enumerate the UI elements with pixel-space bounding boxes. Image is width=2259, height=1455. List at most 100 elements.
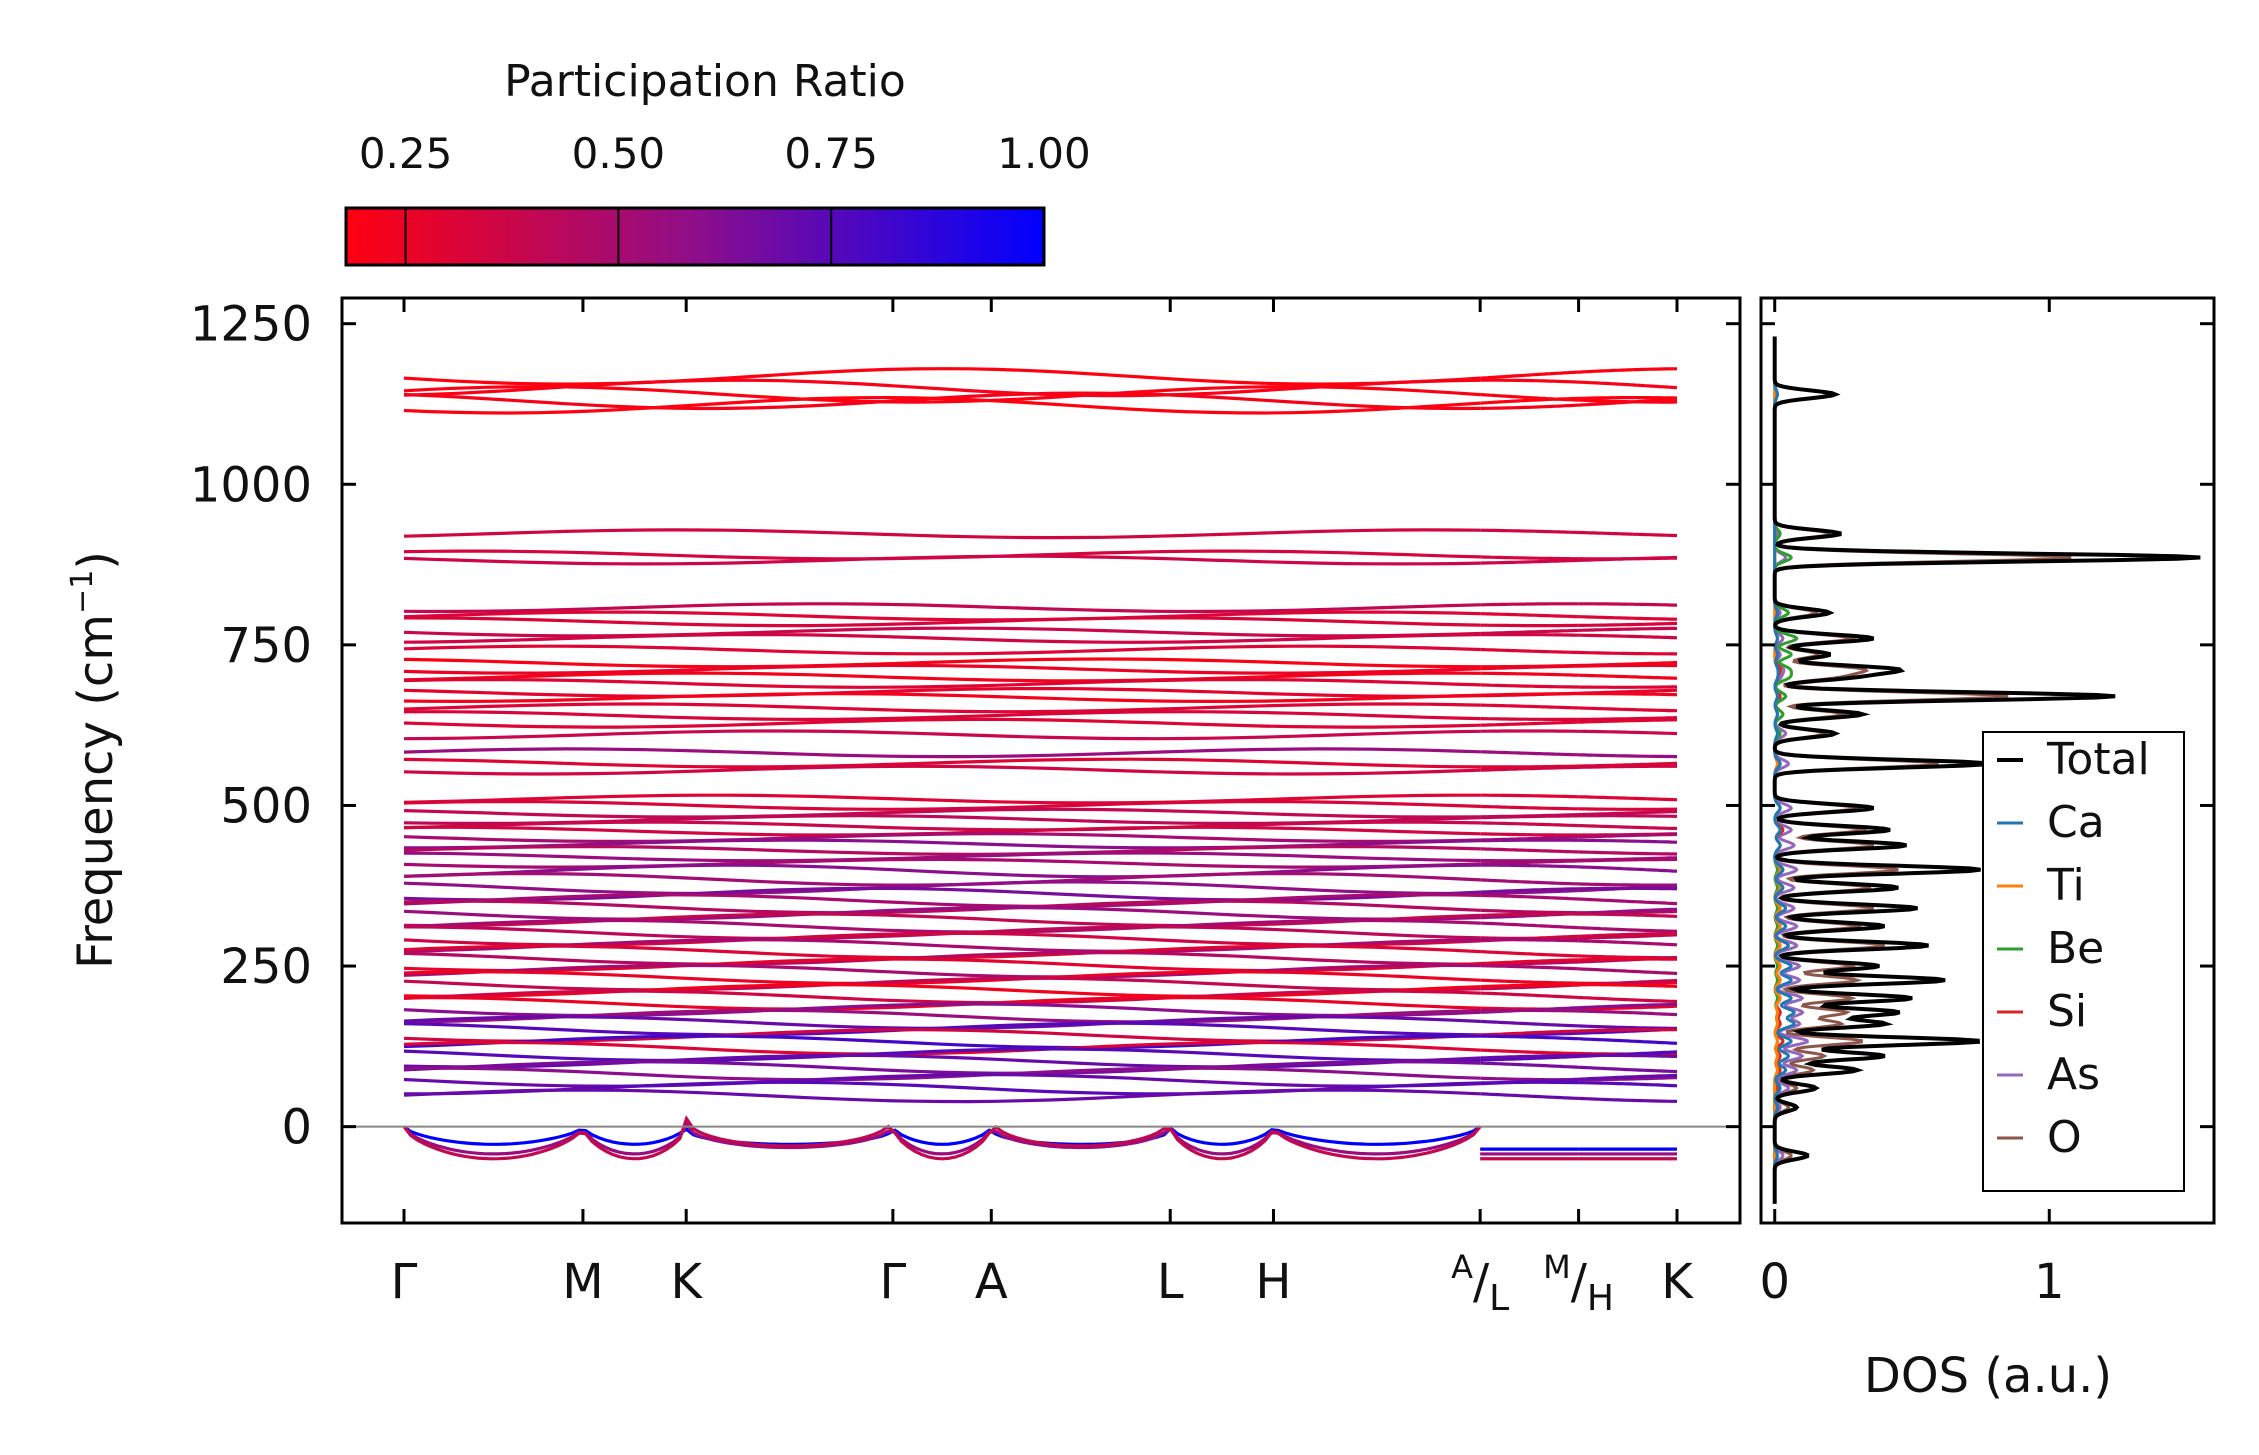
band-line bbox=[403, 395, 1481, 415]
band-line bbox=[1480, 878, 1579, 886]
dos-y-ticks bbox=[1761, 322, 2214, 1129]
band-line bbox=[1578, 838, 1677, 844]
band-line bbox=[1578, 882, 1678, 887]
band-line bbox=[1480, 887, 1579, 894]
band-line bbox=[1480, 1053, 1579, 1060]
y-axis-title-exponent: −1 bbox=[65, 570, 100, 614]
band-line bbox=[1578, 380, 1678, 390]
band-line bbox=[403, 678, 1481, 689]
band-line bbox=[1578, 716, 1677, 721]
band-line bbox=[1480, 765, 1579, 772]
band-line bbox=[1480, 750, 1579, 757]
band-line bbox=[403, 863, 1481, 879]
band-line bbox=[1480, 921, 1579, 930]
band-line bbox=[403, 602, 1481, 614]
band-line bbox=[1578, 673, 1678, 680]
band-line bbox=[1480, 983, 1579, 989]
band-line bbox=[1480, 1029, 1579, 1037]
band-line bbox=[1480, 633, 1579, 637]
band-line bbox=[1578, 824, 1678, 831]
band-line bbox=[1480, 403, 1579, 410]
x-tick-label: Γ bbox=[879, 1254, 906, 1310]
band-line bbox=[403, 747, 1481, 759]
band-line bbox=[1480, 938, 1579, 943]
band-x-ticks: Γ M K Γ A L H A/L M/H K bbox=[391, 298, 1694, 1319]
band-line bbox=[403, 610, 1481, 622]
band-line bbox=[1480, 720, 1579, 727]
x-tick-label: A/L bbox=[1451, 1248, 1509, 1319]
x-tick-label: K bbox=[1661, 1254, 1694, 1310]
y-axis-title-base: Frequency (cm bbox=[68, 614, 124, 969]
band-line bbox=[1480, 804, 1579, 811]
legend-label: Be bbox=[2047, 923, 2104, 974]
band-line bbox=[1578, 1004, 1678, 1011]
colorbar-tick-label: 0.25 bbox=[359, 129, 453, 178]
colorbar-tick-label: 0.50 bbox=[572, 129, 666, 178]
band-line bbox=[1480, 692, 1579, 697]
band-line bbox=[1480, 978, 1579, 985]
band-line bbox=[403, 1066, 1481, 1082]
colorbar: Participation Ratio 0.25 0.50 0.75 1.00 bbox=[344, 56, 1091, 267]
band-line bbox=[403, 702, 1481, 714]
band-line bbox=[1578, 983, 1678, 988]
band-line bbox=[403, 757, 1481, 769]
colorbar-title: Participation Ratio bbox=[504, 56, 906, 107]
band-line bbox=[1578, 1053, 1678, 1059]
band-line bbox=[1480, 821, 1579, 828]
colorbar-tick-label: 0.75 bbox=[784, 129, 878, 178]
band-line bbox=[1578, 897, 1678, 906]
band-line bbox=[403, 851, 1481, 863]
band-line bbox=[403, 905, 1481, 921]
band-line bbox=[1578, 857, 1677, 863]
band-line bbox=[1578, 753, 1677, 759]
band-line bbox=[1480, 908, 1579, 915]
band-line bbox=[1578, 1024, 1677, 1030]
acoustic-band-line bbox=[403, 1125, 1482, 1146]
y-axis-title: Frequency (cm−1) bbox=[65, 551, 124, 969]
band-line bbox=[1480, 396, 1579, 405]
band-line bbox=[1480, 814, 1579, 820]
band-line bbox=[1480, 628, 1579, 636]
band-line bbox=[1480, 1008, 1579, 1013]
band-line bbox=[1578, 1081, 1678, 1088]
band-line bbox=[1480, 558, 1579, 565]
band-line bbox=[403, 1034, 1481, 1050]
band-line bbox=[403, 1021, 1481, 1037]
band-line bbox=[403, 616, 1481, 628]
dos-x-tick-label: 1 bbox=[2034, 1254, 2065, 1310]
band-line bbox=[403, 1053, 1481, 1069]
x-tick-label: A bbox=[975, 1254, 1008, 1310]
band-line bbox=[1480, 859, 1579, 866]
legend-label: Ca bbox=[2047, 797, 2105, 848]
band-line bbox=[403, 657, 1481, 669]
band-line bbox=[1480, 912, 1579, 917]
band-line bbox=[1480, 832, 1579, 837]
band-line bbox=[403, 632, 1481, 644]
band-line bbox=[1578, 807, 1678, 811]
band-line bbox=[1480, 793, 1579, 799]
band-line bbox=[403, 692, 1481, 704]
band-line bbox=[403, 528, 1481, 540]
band-line bbox=[403, 832, 1481, 844]
y-tick-label: 0 bbox=[281, 1100, 312, 1156]
band-line bbox=[1480, 664, 1579, 671]
legend-label: Ti bbox=[2046, 860, 2085, 911]
acoustic-band-line bbox=[402, 1115, 1482, 1161]
x-tick-label: M bbox=[562, 1254, 603, 1310]
band-line bbox=[403, 880, 1481, 896]
band-line bbox=[1480, 1048, 1579, 1056]
band-line bbox=[403, 710, 1481, 722]
legend-label: Si bbox=[2047, 986, 2087, 1037]
legend-label: As bbox=[2047, 1049, 2100, 1100]
band-line bbox=[1480, 1019, 1579, 1028]
band-line bbox=[1578, 530, 1677, 538]
band-line bbox=[403, 626, 1481, 638]
band-line bbox=[403, 951, 1481, 966]
band-line bbox=[403, 663, 1481, 675]
band-line bbox=[403, 729, 1481, 741]
dos-x-axis-title: DOS (a.u.) bbox=[1864, 1348, 2112, 1404]
band-line bbox=[1480, 612, 1579, 619]
band-line bbox=[1480, 958, 1579, 966]
